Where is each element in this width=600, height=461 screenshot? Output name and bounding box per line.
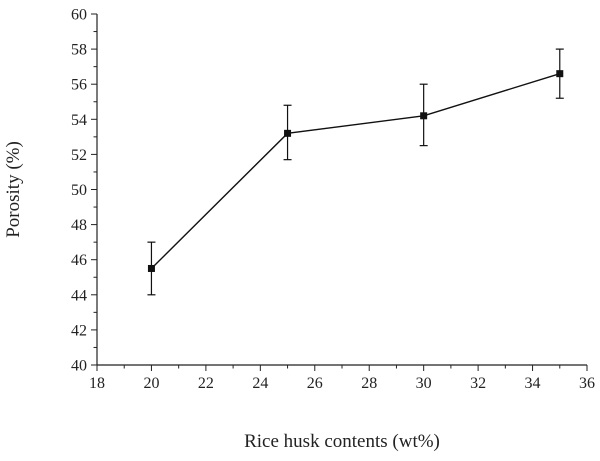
axes: [96, 14, 587, 366]
ticks: 18 20 22 24 26 28 30 32 34 36 40 42 44 46 48 50 52 54 56 58…: [71, 7, 595, 393]
y-axis-title: Porosity (%): [3, 141, 24, 238]
data-point: [284, 129, 292, 137]
y-tick-label: 48: [71, 217, 87, 234]
series-line: [150, 73, 560, 269]
x-tick-label: 34: [525, 375, 541, 392]
x-tick-label: 36: [579, 375, 595, 392]
y-tick-label: 40: [71, 358, 87, 375]
x-tick-label: 32: [470, 375, 486, 392]
x-tick-label: 24: [252, 375, 268, 392]
y-tick-label: 54: [71, 112, 87, 129]
y-tick-label: 44: [71, 287, 87, 304]
y-tick-label: 46: [71, 252, 87, 269]
y-tick-label: 58: [71, 42, 87, 59]
data-point: [147, 264, 155, 272]
x-tick-label: 20: [143, 375, 159, 392]
y-tick-label: 60: [71, 7, 87, 24]
y-tick-label: 42: [71, 322, 87, 339]
y-tick-label: 52: [71, 147, 87, 164]
error-bars: [147, 48, 564, 296]
x-tick-label: 28: [361, 375, 377, 392]
data-point: [420, 112, 428, 120]
x-axis-title: Rice husk contents (wt%): [244, 431, 440, 452]
y-tick-label: 50: [71, 182, 87, 199]
x-tick-label: 26: [307, 375, 323, 392]
y-tick-label: 56: [71, 77, 87, 94]
data-point: [556, 70, 564, 78]
x-tick-label: 30: [416, 375, 432, 392]
x-tick-label: 22: [198, 375, 214, 392]
x-tick-label: 18: [89, 375, 105, 392]
series: [147, 70, 564, 272]
